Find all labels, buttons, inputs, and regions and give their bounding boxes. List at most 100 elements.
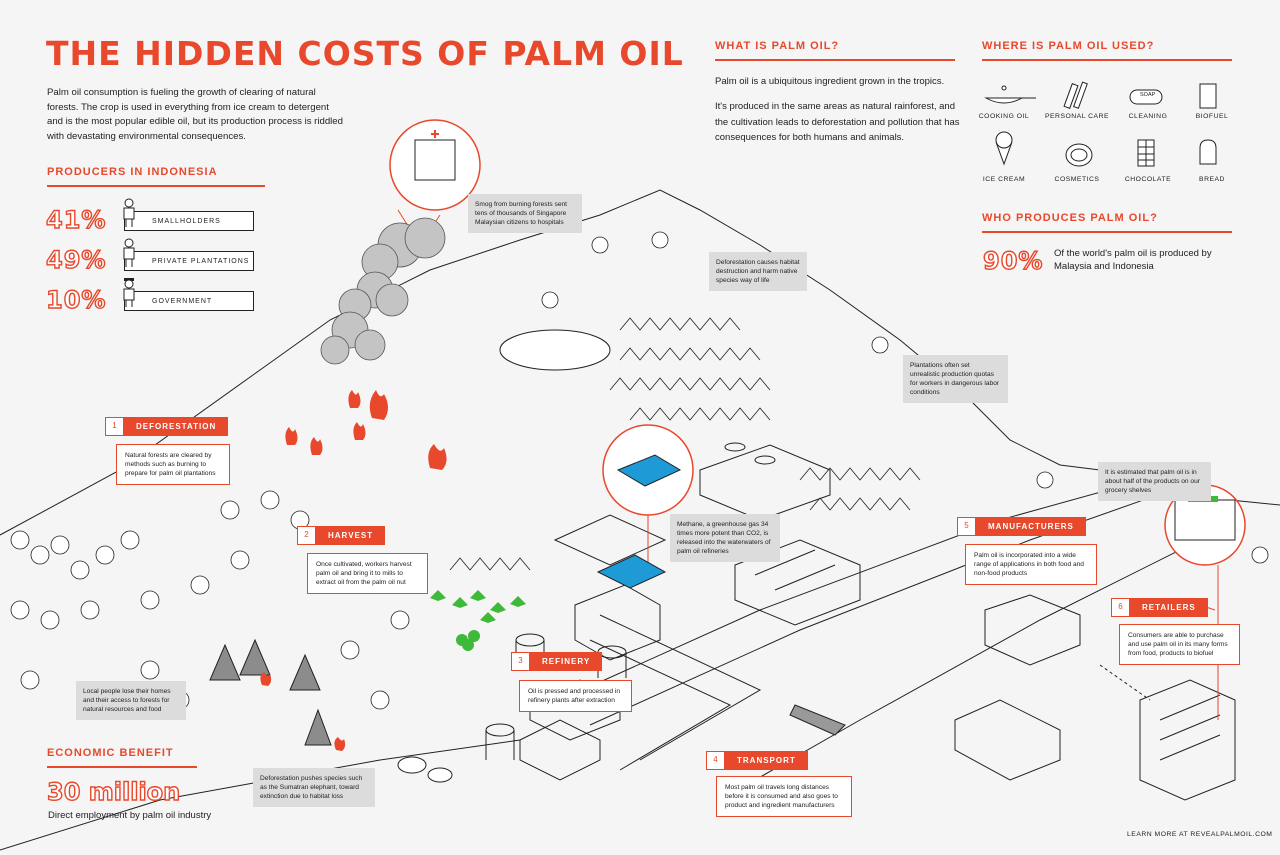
step-description: Oil is pressed and processed in refinery… <box>519 680 632 712</box>
step-deforestation: 1 DEFORESTATION <box>105 417 229 436</box>
farmer-icon <box>121 198 137 228</box>
economic-text: Direct employment by palm oil industry <box>48 810 212 821</box>
producer-label: SMALLHOLDERS <box>124 211 254 231</box>
route-line <box>1099 664 1151 701</box>
step-label: DEFORESTATION <box>124 417 229 436</box>
note-habitat: Deforestation causes habitat destruction… <box>709 252 807 291</box>
water-pond <box>596 554 667 589</box>
what-paragraph: It's produced in the same areas as natur… <box>715 101 960 143</box>
palm-tree-young <box>430 590 526 651</box>
section-rule <box>47 766 197 768</box>
biofuel-icon <box>1199 83 1217 109</box>
red-cross-icon <box>431 130 439 138</box>
step-transport: 4 TRANSPORT <box>706 751 808 770</box>
section-rule <box>715 59 955 61</box>
usage-label: PERSONAL CARE <box>1044 113 1110 120</box>
step-description: Consumers are able to purchase and use p… <box>1119 624 1240 665</box>
ice-cream-icon <box>995 131 1013 149</box>
step-number: 6 <box>1111 598 1130 617</box>
note-species: Deforestation pushes species such as the… <box>253 768 375 807</box>
cosmetics-icon <box>1070 148 1088 162</box>
step-description: Once cultivated, workers harvest palm oi… <box>307 553 428 594</box>
palm-plantation <box>449 317 921 571</box>
elephant <box>397 756 427 774</box>
page-title: THE HIDDEN COSTS OF PALM OIL <box>46 34 684 73</box>
road-line <box>559 469 1181 701</box>
where-heading: WHERE IS PALM OIL USED? <box>982 40 1155 52</box>
storage-tank <box>724 442 746 452</box>
hospital-inset <box>389 119 481 211</box>
soap-label: SOAP <box>1140 92 1156 98</box>
water-pond <box>616 454 682 487</box>
step-description: Most palm oil travels long distances bef… <box>716 776 852 817</box>
storage-tank <box>515 633 545 647</box>
factory-building <box>954 699 1061 781</box>
personal-care-icon <box>1063 83 1079 109</box>
refinery-building <box>699 444 831 521</box>
step-number: 3 <box>511 652 530 671</box>
warehouse <box>734 539 861 626</box>
step-description: Palm oil is incorporated into a wide ran… <box>965 544 1097 585</box>
producer-percent: 10% <box>45 285 107 314</box>
retail-building <box>1139 679 1236 801</box>
factory-building <box>984 594 1081 666</box>
soap-icon <box>1129 89 1163 105</box>
section-rule <box>982 59 1232 61</box>
step-label: REFINERY <box>530 652 603 671</box>
note-locals: Local people lose their homes and their … <box>76 681 186 720</box>
fire-icon <box>260 390 447 751</box>
usage-label: CLEANING <box>1128 113 1168 120</box>
refinery-building <box>553 514 667 566</box>
hospital-building <box>414 139 456 181</box>
who-heading: WHO PRODUCES PALM OIL? <box>982 212 1158 224</box>
personal-care-icon <box>1073 81 1088 109</box>
footer-link[interactable]: LEARN MORE AT REVEALPALMOIL.COM <box>1127 831 1273 838</box>
what-heading: WHAT IS PALM OIL? <box>715 40 840 52</box>
step-harvest: 2 HARVEST <box>297 526 386 545</box>
producer-label: PRIVATE PLANTATIONS <box>124 251 254 271</box>
usage-grid: SOAP <box>978 80 1238 190</box>
step-refinery: 3 REFINERY <box>511 652 603 671</box>
usage-label: BIOFUEL <box>1195 113 1229 120</box>
economic-heading: ECONOMIC BENEFIT <box>47 747 174 759</box>
who-text: Of the world's palm oil is produced by M… <box>1054 248 1212 272</box>
who-percent: 90% <box>982 246 1044 275</box>
step-number: 5 <box>957 517 976 536</box>
step-label: MANUFACTURERS <box>976 517 1086 536</box>
warehouse <box>774 564 836 591</box>
section-rule <box>47 185 265 187</box>
road-line <box>589 479 1201 726</box>
storage-tank <box>485 723 515 737</box>
cooking-oil-icon <box>1001 85 1007 91</box>
note-grocery: It is estimated that palm oil is in abou… <box>1098 462 1211 501</box>
elephant <box>427 767 453 783</box>
cargo-ship <box>789 704 846 736</box>
chocolate-icon <box>1138 140 1154 166</box>
bread-icon <box>1199 139 1217 165</box>
producers-heading: PRODUCERS IN INDONESIA <box>47 166 218 178</box>
road-line <box>599 614 762 761</box>
intro-text: Palm oil consumption is fueling the grow… <box>47 87 343 142</box>
smoke-cloud <box>320 217 446 365</box>
step-label: HARVEST <box>316 526 386 545</box>
cooking-oil-icon <box>984 97 1024 104</box>
step-label: RETAILERS <box>1130 598 1208 617</box>
storage-tank <box>754 455 776 465</box>
step-label: TRANSPORT <box>725 751 808 770</box>
usage-label: CHOCOLATE <box>1124 176 1172 183</box>
storage-tank <box>485 730 515 760</box>
official-icon <box>121 278 137 308</box>
producer-percent: 49% <box>45 245 107 274</box>
lake <box>499 329 611 371</box>
step-number: 4 <box>706 751 725 770</box>
usage-label: COSMETICS <box>1054 176 1100 183</box>
producer-label: GOVERNMENT <box>124 291 254 311</box>
step-number: 2 <box>297 526 316 545</box>
refinery-building <box>574 584 661 661</box>
storage-tank <box>597 645 627 659</box>
usage-label: COOKING OIL <box>978 113 1030 120</box>
step-manufacturers: 5 MANUFACTURERS <box>957 517 1086 536</box>
note-quotas: Plantations often set unrealistic produc… <box>903 355 1008 403</box>
refinery-building <box>519 719 601 781</box>
